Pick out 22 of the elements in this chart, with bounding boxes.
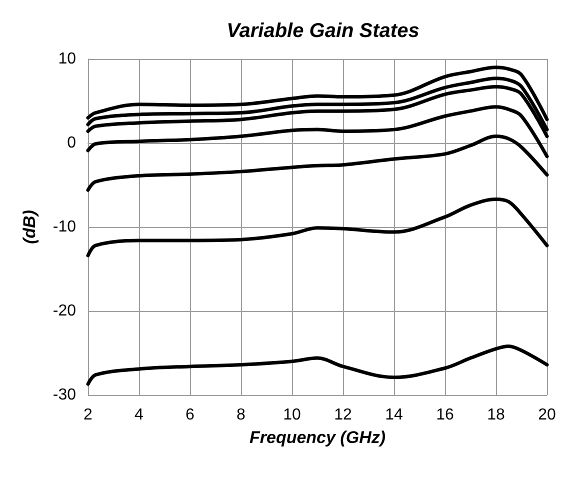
x-tick-label: 10 [283,406,301,424]
x-tick-label: 12 [334,406,352,424]
x-tick-label: 14 [385,406,403,424]
x-tick-label: 16 [436,406,454,424]
y-tick-label: -20 [52,302,76,320]
line-series [86,134,549,192]
y-tick-label: -30 [52,386,76,404]
x-axis-title: Frequency (GHz) [249,428,386,447]
y-tick-label: 0 [67,134,76,152]
x-tick-label: 20 [538,406,556,424]
line-series [86,344,549,386]
x-tick-label: 4 [134,406,144,424]
y-tick-label: 10 [58,50,76,68]
x-tick-label: 2 [84,406,93,424]
x-tick-label: 6 [186,406,195,424]
y-tick-label: -10 [52,218,76,236]
y-axis-title: (dB) [20,210,39,244]
x-tick-label: 8 [236,406,246,424]
line-series [86,105,549,158]
line-series [86,198,549,258]
x-tick-label: 18 [487,406,505,424]
chart-title: Variable Gain States [226,20,420,42]
